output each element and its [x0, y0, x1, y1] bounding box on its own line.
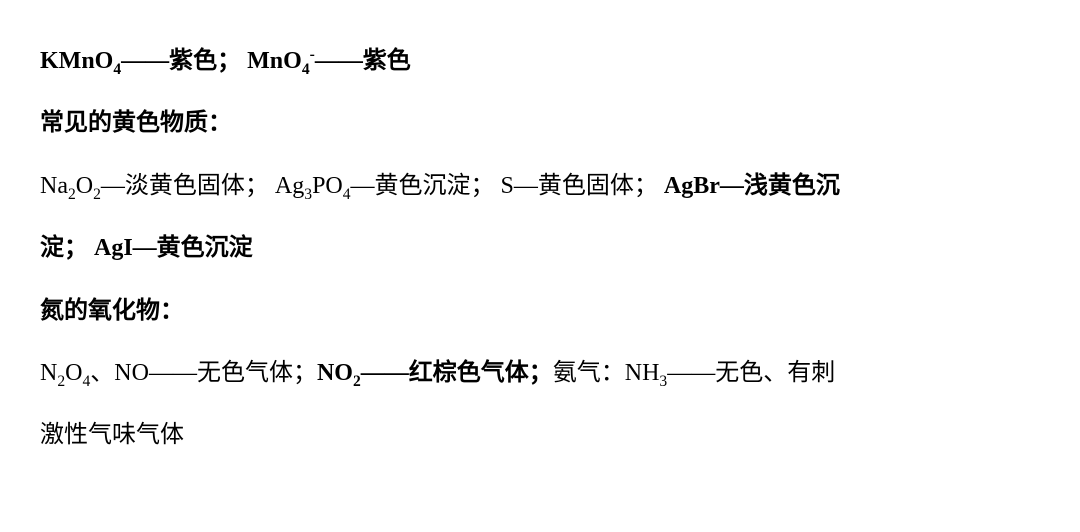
text-run: PO	[312, 173, 343, 199]
document-body: KMnO4——紫色； MnO4-——紫色 常见的黄色物质： Na2O2—淡黄色固…	[0, 0, 1080, 467]
text-segment: 常见的黄色物质：	[40, 110, 232, 136]
text-segment: N2O4、NO——无色气体；	[40, 360, 317, 386]
subscript: 4	[302, 61, 310, 78]
text-line: Na2O2—淡黄色固体； Ag3PO4—黄色沉淀； S—黄色固体； AgBr—浅…	[40, 155, 1040, 217]
text-line: KMnO4——紫色； MnO4-——紫色	[40, 30, 1040, 92]
text-segment: 激性气味气体	[40, 422, 184, 448]
subscript: 2	[353, 373, 361, 390]
subscript: 2	[93, 186, 101, 203]
text-run: ——紫色	[315, 48, 411, 74]
text-line: 激性气味气体	[40, 404, 1040, 466]
text-run: 常见的黄色物质：	[40, 110, 232, 136]
text-run: AgBr—浅黄色沉	[664, 173, 840, 199]
subscript: 2	[68, 186, 76, 203]
text-segment: Na2O2—淡黄色固体； Ag3PO4—黄色沉淀； S—黄色固体；	[40, 173, 664, 199]
text-segment: 氮的氧化物：	[40, 298, 184, 324]
text-run: —淡黄色固体； Ag	[101, 173, 304, 199]
text-segment: KMnO4——紫色； MnO4-——紫色	[40, 48, 411, 74]
text-line: 常见的黄色物质：	[40, 92, 1040, 154]
text-line: N2O4、NO——无色气体；NO2——红棕色气体；氨气：NH3——无色、有刺	[40, 342, 1040, 404]
subscript: 3	[304, 186, 312, 203]
text-run: 氨气：NH	[553, 360, 660, 386]
text-run: ——无色、有刺	[667, 360, 835, 386]
text-segment: 氨气：NH3——无色、有刺	[553, 360, 835, 386]
text-run: KMnO	[40, 48, 113, 74]
text-run: O	[65, 360, 82, 386]
text-run: 淀； AgI—黄色沉淀	[40, 235, 253, 261]
text-run: 激性气味气体	[40, 422, 184, 448]
text-line: 淀； AgI—黄色沉淀	[40, 217, 1040, 279]
text-run: ——红棕色气体；	[361, 360, 553, 386]
text-run: Na	[40, 173, 68, 199]
text-run: NO	[317, 360, 353, 386]
text-run: 氮的氧化物：	[40, 298, 184, 324]
text-segment: NO2——红棕色气体；	[317, 360, 553, 386]
subscript: 2	[57, 373, 65, 390]
text-run: —黄色沉淀； S—黄色固体；	[351, 173, 664, 199]
subscript: 4	[113, 61, 121, 78]
subscript: 4	[343, 186, 351, 203]
text-run: ——紫色； MnO	[121, 48, 302, 74]
text-segment: AgBr—浅黄色沉	[664, 173, 840, 199]
text-run: N	[40, 360, 57, 386]
text-segment: 淀； AgI—黄色沉淀	[40, 235, 253, 261]
text-run: O	[76, 173, 93, 199]
text-run: 、NO——无色气体；	[90, 360, 317, 386]
text-line: 氮的氧化物：	[40, 280, 1040, 342]
